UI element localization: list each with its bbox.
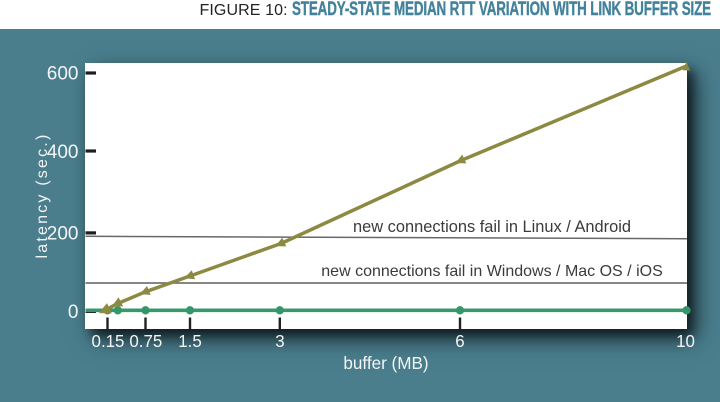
svg-text:0: 0 [68,302,79,323]
svg-text:new connections fail in Linux: new connections fail in Linux / Android [353,218,631,236]
svg-text:latency (sec.): latency (sec.) [34,133,51,259]
svg-text:600: 600 [47,63,79,84]
svg-text:200: 200 [47,224,79,245]
svg-text:400: 400 [47,142,79,163]
svg-text:0.75: 0.75 [129,331,162,352]
svg-text:3: 3 [275,331,284,352]
svg-text:6: 6 [455,331,464,352]
svg-text:1.5: 1.5 [178,331,202,352]
svg-text:10: 10 [676,331,695,352]
svg-text:buffer (MB): buffer (MB) [343,352,428,373]
svg-text:0.15: 0.15 [92,331,125,352]
svg-text:new connections fail in Window: new connections fail in Windows / Mac OS… [321,263,662,280]
